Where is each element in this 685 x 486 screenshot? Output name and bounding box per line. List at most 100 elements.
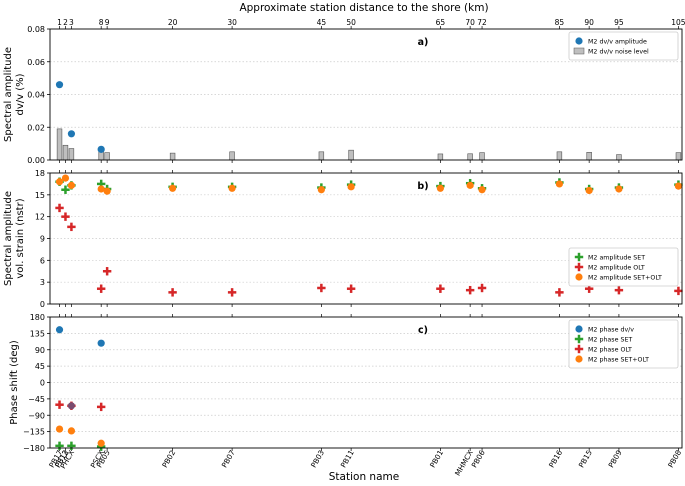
top-tick-label: 72	[477, 18, 487, 27]
data-point	[55, 178, 64, 186]
legend-swatch	[575, 273, 583, 281]
legend-label: M2 dv/v amplitude	[588, 39, 647, 46]
data-point	[97, 439, 105, 447]
data-point	[67, 181, 76, 189]
legend-label: M2 amplitude SET+OLT	[588, 275, 662, 282]
top-tick-label: 1	[57, 18, 62, 27]
data-point-v	[99, 402, 103, 412]
data-point	[555, 180, 564, 188]
data-point	[55, 441, 64, 451]
data-point	[55, 425, 64, 433]
data-point-v	[677, 286, 680, 296]
data-point	[97, 185, 105, 193]
data-point	[674, 286, 683, 296]
noise-bar	[467, 153, 473, 161]
station-label: PB07	[220, 448, 237, 469]
top-tick-label: 50	[346, 18, 356, 27]
legend: M2 amplitude SET M2 amplitude OLT M2 ampli…	[568, 247, 679, 287]
y-tick-label: 9	[40, 235, 45, 244]
data-point	[61, 174, 70, 182]
data-point-v	[58, 441, 61, 451]
data-point	[97, 145, 105, 153]
data-point-v	[171, 288, 174, 297]
y-tick-label: 135	[30, 329, 45, 338]
y-tick-label: 18	[35, 169, 45, 178]
top-tick-label: 105	[671, 18, 685, 27]
noise-bar	[68, 148, 75, 161]
data-point	[168, 184, 177, 192]
data-point	[228, 184, 236, 192]
top-tick-label: 65	[436, 18, 446, 27]
legend-swatch-v	[577, 262, 581, 272]
y-tick-label: −180	[23, 444, 45, 453]
noise-bar	[56, 128, 63, 161]
legend-swatch	[575, 37, 583, 45]
top-axis-label: Approximate station distance to the shor…	[239, 2, 488, 14]
data-point-v	[105, 267, 109, 276]
data-point-v	[70, 441, 73, 451]
data-point	[96, 402, 106, 412]
data-point	[102, 267, 112, 276]
data-point	[317, 186, 325, 194]
data-point	[478, 186, 486, 194]
data-point	[61, 212, 70, 221]
data-point	[436, 184, 444, 192]
top-tick-label: 8	[99, 18, 104, 27]
data-point-v	[230, 288, 234, 297]
data-point-v	[349, 284, 353, 293]
noise-bar	[318, 151, 325, 161]
data-point-v	[480, 283, 484, 293]
data-point	[67, 222, 76, 232]
data-point	[67, 130, 76, 138]
data-point	[347, 183, 355, 191]
data-point	[96, 284, 106, 293]
plot-frame	[49, 316, 683, 449]
top-tick-label: 9	[105, 18, 110, 27]
data-point-v	[99, 284, 103, 293]
data-point	[436, 284, 445, 293]
legend-swatch	[574, 334, 584, 344]
station-label: PB01	[428, 449, 445, 470]
noise-bar	[169, 152, 176, 161]
data-point	[55, 400, 64, 409]
y-tick-label: −135	[23, 428, 45, 437]
legend-label: M2 dv/v noise level	[588, 49, 649, 56]
y-axis-label: vol. strain (nstr)	[15, 198, 26, 278]
data-point-v	[58, 400, 61, 409]
station-label: PB06	[470, 448, 487, 469]
y-axis-label: Spectral amplitude	[3, 47, 14, 142]
y-tick-label: 15	[35, 191, 45, 200]
data-point-v	[439, 284, 442, 293]
legend-swatch	[574, 344, 584, 354]
data-point-v	[558, 288, 561, 297]
y-tick-label: 0.04	[27, 91, 45, 100]
noise-bar	[229, 151, 235, 161]
data-point	[674, 182, 683, 190]
data-point	[67, 402, 76, 410]
noise-bar	[479, 152, 485, 161]
top-tick-label: 2	[63, 18, 68, 27]
noise-bar	[62, 144, 69, 161]
legend-label: M2 phase OLT	[588, 347, 632, 354]
data-point-v	[64, 212, 67, 221]
data-point	[55, 81, 64, 89]
y-tick-label: 180	[30, 313, 45, 322]
data-point	[584, 284, 594, 293]
legend-swatch	[573, 47, 585, 55]
noise-bar	[616, 154, 622, 161]
y-tick-label: 6	[40, 256, 45, 265]
y-axis-label: Phase shift (deg)	[9, 340, 20, 425]
top-tick-labels: 1 2 3 8 9 20 30 45 50 65 70 72 85 90 95 105	[57, 18, 685, 27]
station-label: PB11	[339, 449, 356, 470]
panel-label: b)	[417, 181, 428, 192]
y-tick-label: 0.02	[27, 123, 45, 132]
panel-label: c)	[418, 325, 428, 336]
y-tick-label: 3	[40, 278, 45, 287]
top-tick-label: 85	[555, 18, 565, 27]
y-tick-label: 90	[35, 346, 45, 355]
station-label: PB02	[160, 449, 177, 470]
top-tick-label: 45	[317, 18, 327, 27]
data-point	[477, 283, 487, 293]
legend: M2 dv/v amplitude M2 dv/v noise level	[568, 31, 679, 61]
